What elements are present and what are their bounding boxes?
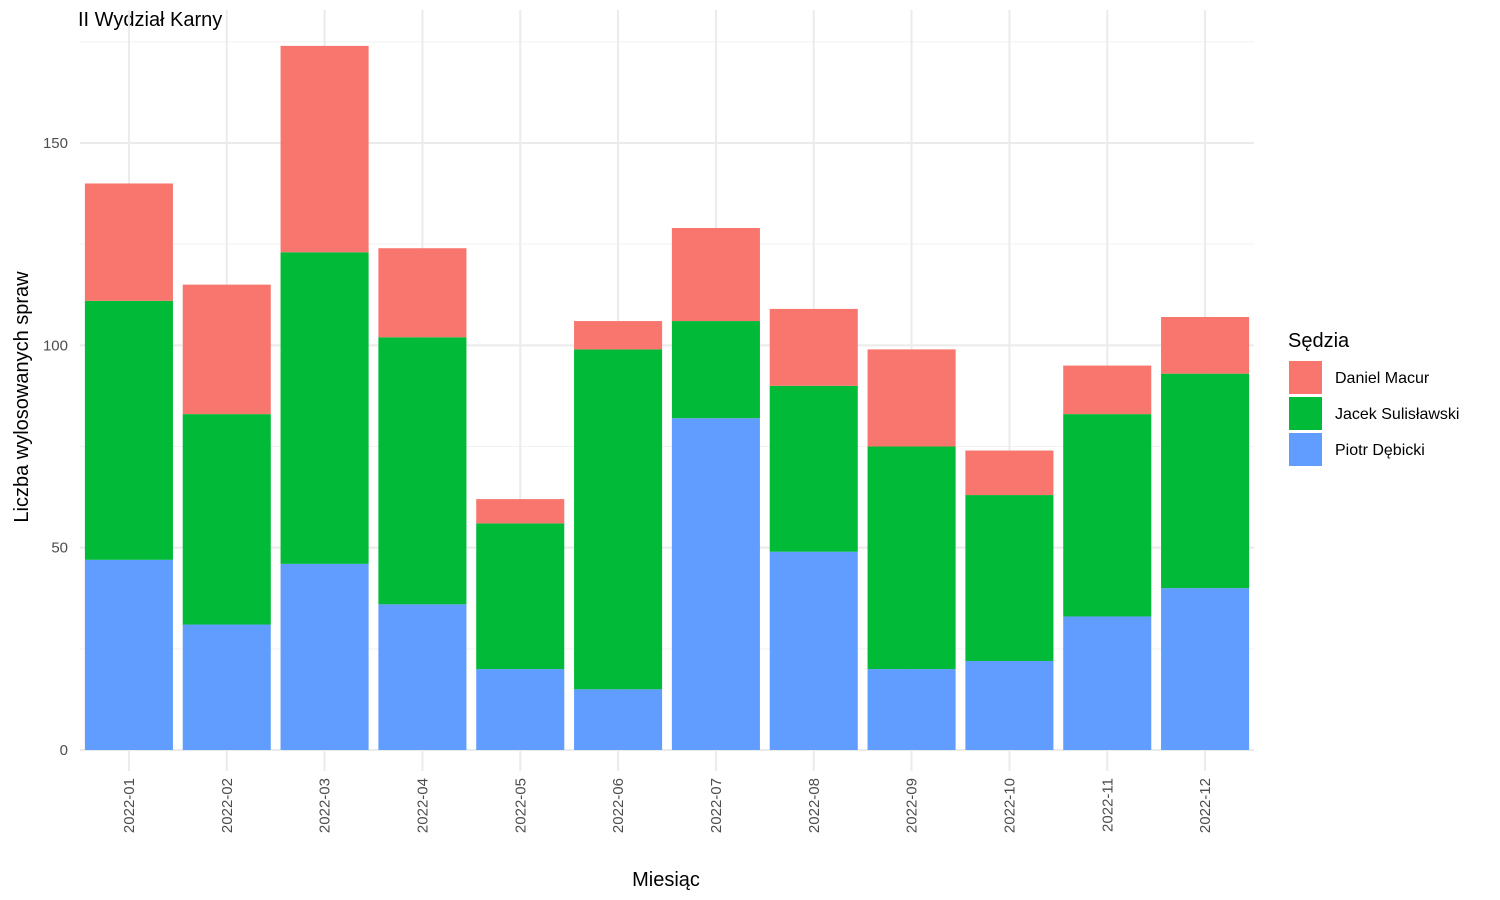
bar-segment bbox=[84, 183, 173, 301]
legend-swatch bbox=[1289, 361, 1322, 394]
bar-segment bbox=[1063, 365, 1152, 415]
bar-segment bbox=[769, 551, 858, 750]
bar-segment bbox=[671, 227, 760, 322]
x-tick-label: 2022-03 bbox=[317, 778, 334, 833]
x-axis-title: Miesiąc bbox=[632, 869, 700, 891]
bar-segment bbox=[378, 248, 467, 338]
bar-segment bbox=[965, 495, 1054, 661]
y-tick-label: 50 bbox=[51, 540, 68, 557]
bar-segment bbox=[280, 252, 369, 564]
x-axis-ticks: 2022-01 2022-02 2022-03 2022-04 2022-05 2022-… bbox=[121, 778, 1214, 833]
x-tick-label: 2022-04 bbox=[414, 778, 431, 833]
y-tick-label: 0 bbox=[60, 742, 68, 759]
bar-segment bbox=[867, 349, 956, 447]
bar-segment bbox=[1161, 317, 1250, 374]
bar-segment bbox=[182, 414, 271, 625]
legend-label: Daniel Macur bbox=[1335, 370, 1430, 387]
x-tick-label: 2022-12 bbox=[1197, 778, 1214, 833]
x-tick-label: 2022-02 bbox=[219, 778, 236, 833]
bar-segment bbox=[182, 624, 271, 750]
bar-segment bbox=[965, 660, 1054, 750]
bar-segment bbox=[769, 308, 858, 386]
x-tick-label: 2022-11 bbox=[1099, 778, 1116, 832]
bar-segment bbox=[574, 321, 663, 350]
bar-segment bbox=[671, 418, 760, 750]
x-tick-label: 2022-07 bbox=[708, 778, 725, 833]
bars bbox=[84, 45, 1250, 750]
bar-segment bbox=[867, 446, 956, 670]
bar-segment bbox=[1063, 414, 1152, 617]
bar-segment bbox=[84, 300, 173, 560]
bar-segment bbox=[769, 385, 858, 552]
legend-label: Jacek Sulisławski bbox=[1335, 406, 1459, 423]
bar-segment bbox=[476, 523, 565, 670]
bar-segment bbox=[84, 559, 173, 750]
legend-swatch bbox=[1289, 397, 1322, 430]
y-tick-label: 100 bbox=[43, 337, 68, 354]
x-tick-label: 2022-01 bbox=[121, 778, 138, 833]
x-tick-label: 2022-09 bbox=[904, 778, 921, 833]
bar-segment bbox=[867, 669, 956, 750]
bar-segment bbox=[280, 45, 369, 253]
bar-segment bbox=[378, 337, 467, 605]
x-tick-label: 2022-08 bbox=[806, 778, 823, 833]
bar-segment bbox=[574, 689, 663, 750]
legend-title: Sędzia bbox=[1288, 330, 1350, 352]
bar-segment bbox=[182, 284, 271, 415]
bar-segment bbox=[476, 499, 565, 524]
y-axis-ticks: 0 50 100 150 bbox=[43, 135, 68, 759]
x-tick-label: 2022-05 bbox=[512, 778, 529, 833]
bar-segment bbox=[280, 563, 369, 750]
bar-segment bbox=[671, 321, 760, 419]
legend: Sędzia Daniel Macur Jacek Sulisławski Piot… bbox=[1288, 330, 1459, 466]
x-tick-label: 2022-06 bbox=[610, 778, 627, 833]
chart-title: II Wydział Karny bbox=[78, 9, 222, 31]
y-tick-label: 150 bbox=[43, 135, 68, 152]
bar-segment bbox=[1063, 616, 1152, 750]
bar-segment bbox=[1161, 373, 1250, 589]
bar-segment bbox=[378, 604, 467, 750]
legend-label: Piotr Dębicki bbox=[1335, 442, 1425, 459]
bar-segment bbox=[476, 669, 565, 750]
y-axis-title: Liczba wylosowanych spraw bbox=[11, 271, 33, 523]
bar-segment bbox=[574, 349, 663, 690]
x-tick-label: 2022-10 bbox=[1001, 778, 1018, 833]
legend-swatch bbox=[1289, 433, 1322, 466]
bar-segment bbox=[1161, 588, 1250, 750]
bar-segment bbox=[965, 450, 1054, 496]
